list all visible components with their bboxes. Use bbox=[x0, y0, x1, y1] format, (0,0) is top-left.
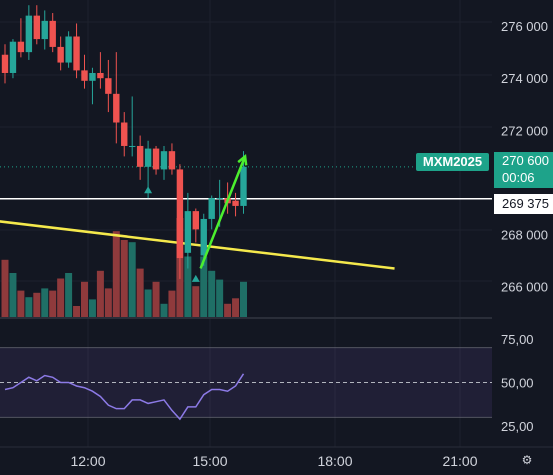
buy-marker-triangle bbox=[144, 186, 153, 194]
volume-bar bbox=[41, 288, 49, 317]
candle-body bbox=[129, 145, 136, 147]
price-axis-label: 272 000 bbox=[501, 123, 548, 138]
volume-bar bbox=[160, 303, 168, 317]
volume-bar bbox=[33, 292, 41, 317]
buy-marker-triangle bbox=[191, 274, 200, 282]
buy-markers bbox=[144, 186, 200, 282]
price-axis-label: 268 000 bbox=[501, 228, 548, 243]
candle-body bbox=[144, 148, 152, 167]
time-axis-label: 15:00 bbox=[192, 453, 227, 469]
candle-body bbox=[200, 218, 207, 256]
volume-bar bbox=[57, 278, 65, 317]
candle-body bbox=[65, 36, 72, 63]
candle-body bbox=[113, 93, 120, 123]
volume-bar bbox=[144, 289, 152, 317]
time-axis-label: 21:00 bbox=[442, 453, 477, 469]
last-price-badge: 270 600 00:06 bbox=[494, 152, 553, 188]
candle-body bbox=[41, 20, 48, 40]
time-axis-label: 12:00 bbox=[70, 453, 105, 469]
time-axis-label: 18:00 bbox=[317, 453, 352, 469]
volume-bar bbox=[192, 286, 200, 317]
symbol-label: MXM2025 bbox=[416, 153, 489, 171]
oscillator-axis-label: 25,00 bbox=[501, 419, 534, 434]
candle-body bbox=[97, 72, 104, 79]
volume-bar bbox=[208, 270, 216, 317]
candle-body bbox=[81, 70, 88, 81]
candle-body bbox=[136, 145, 144, 167]
volume-bar bbox=[9, 273, 17, 317]
candle-body bbox=[176, 169, 184, 259]
volume-bar bbox=[73, 306, 81, 317]
candle-body bbox=[89, 72, 96, 81]
candle-body bbox=[121, 122, 128, 146]
volume-bar bbox=[88, 299, 96, 317]
volume-bar bbox=[96, 270, 104, 317]
gear-icon[interactable]: ⚙ bbox=[521, 453, 533, 467]
volume-bar bbox=[1, 259, 9, 317]
candlesticks bbox=[1, 5, 247, 279]
price-axis-label: 276 000 bbox=[501, 19, 548, 34]
candle-body bbox=[160, 151, 168, 170]
candle-body bbox=[240, 166, 247, 206]
candle-body bbox=[184, 211, 192, 253]
last-price-value: 270 600 bbox=[502, 153, 549, 168]
time-axis[interactable]: 12:00 15:00 18:00 21:00 bbox=[70, 453, 477, 469]
volume-bar bbox=[200, 256, 208, 317]
candle-body bbox=[9, 41, 17, 73]
candle-body bbox=[105, 78, 112, 94]
candle-body bbox=[216, 198, 223, 200]
volume-bar bbox=[81, 281, 88, 317]
oscillator-axis[interactable]: 75,00 50,00 25,00 bbox=[501, 332, 534, 434]
volume-bar bbox=[65, 273, 73, 317]
volume-bar bbox=[232, 298, 240, 317]
volume-bar bbox=[25, 297, 33, 317]
volume-bar bbox=[136, 268, 144, 317]
price-axis[interactable]: 276 000 274 000 272 000 268 000 266 000 bbox=[501, 19, 548, 295]
oscillator-axis-label: 75,00 bbox=[501, 332, 534, 347]
volume-bar bbox=[49, 290, 57, 317]
volume-bar bbox=[240, 281, 247, 317]
candle-body bbox=[208, 198, 215, 219]
volume-bar bbox=[120, 240, 128, 317]
price-axis-label: 266 000 bbox=[501, 280, 548, 295]
volume-bar bbox=[17, 290, 25, 317]
candle-body bbox=[152, 148, 160, 170]
arrow-head bbox=[237, 153, 248, 166]
candle-body bbox=[17, 41, 25, 53]
price-axis-label: 274 000 bbox=[501, 71, 548, 86]
rsi-line bbox=[4, 373, 245, 421]
arrow-drawing[interactable] bbox=[199, 153, 248, 269]
candle-body bbox=[49, 20, 56, 47]
volume-bar bbox=[104, 288, 112, 317]
candle-body bbox=[57, 46, 64, 63]
candle-body bbox=[1, 54, 9, 73]
candle-body bbox=[33, 15, 40, 40]
oscillator-axis-label: 50,00 bbox=[501, 376, 534, 391]
candle-body bbox=[73, 36, 80, 71]
volume-bar bbox=[112, 231, 120, 317]
volume-bar bbox=[128, 242, 136, 317]
candle-body bbox=[192, 211, 199, 230]
arrow-shaft bbox=[199, 155, 247, 269]
candle-body bbox=[168, 151, 176, 170]
volume-bar bbox=[184, 256, 192, 317]
volume-bar bbox=[168, 290, 176, 317]
volume-bar bbox=[216, 279, 224, 317]
candle-body bbox=[232, 200, 239, 206]
volume-bar bbox=[152, 281, 160, 317]
trendline[interactable] bbox=[0, 216, 395, 270]
bar-countdown: 00:06 bbox=[502, 170, 535, 185]
candle-body bbox=[25, 15, 33, 53]
volume-bar bbox=[224, 303, 232, 317]
horizontal-line-price-label: 269 375 bbox=[494, 194, 553, 214]
